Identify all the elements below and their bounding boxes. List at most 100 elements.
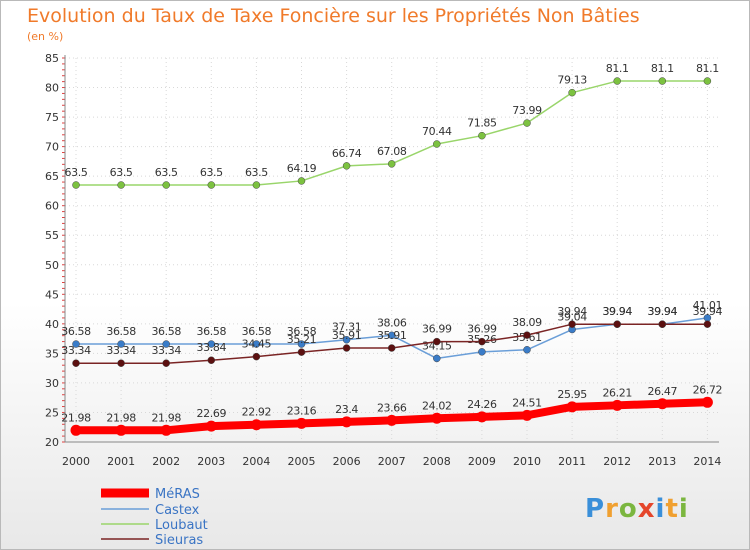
y-tick-label: 20: [45, 436, 59, 449]
data-point: [521, 409, 533, 421]
data-label: 33.34: [61, 344, 91, 357]
data-point: [523, 346, 531, 354]
data-point: [297, 177, 306, 185]
data-point: [117, 181, 125, 189]
data-label: 35.91: [377, 329, 407, 342]
data-label: 39.94: [693, 305, 723, 318]
data-label: 79.13: [557, 74, 587, 87]
data-label: 23.4: [335, 403, 358, 416]
legend-label: Sieuras: [155, 533, 203, 548]
y-tick-label: 30: [45, 377, 59, 390]
data-point: [252, 340, 261, 348]
data-point: [205, 420, 217, 432]
y-tick-label: 70: [45, 141, 59, 154]
data-point: [387, 344, 396, 352]
data-point: [523, 331, 531, 339]
data-point: [250, 419, 262, 431]
data-point: [72, 181, 80, 189]
data-label: 70.44: [422, 125, 452, 138]
data-point: [162, 340, 170, 348]
data-label: 81.1: [606, 62, 629, 75]
y-tick-label: 65: [45, 170, 59, 183]
data-point: [296, 417, 307, 429]
data-label: 36.99: [467, 323, 497, 336]
data-label: 63.5: [65, 166, 88, 179]
data-label: 36.58: [151, 325, 181, 338]
data-label: 34.45: [242, 338, 272, 351]
data-label: 24.26: [467, 398, 497, 411]
data-label: 41.01: [693, 299, 723, 312]
data-point: [252, 181, 261, 189]
data-label: 26.72: [693, 383, 723, 396]
x-tick-label: 2012: [603, 455, 631, 468]
x-tick-label: 2002: [152, 455, 180, 468]
data-point: [433, 337, 441, 346]
data-point: [656, 398, 668, 410]
data-label: 35.91: [332, 329, 362, 342]
data-label: 39.94: [602, 305, 632, 318]
data-point: [70, 424, 82, 436]
data-point: [117, 340, 125, 348]
data-point: [658, 77, 667, 85]
data-label: 63.5: [110, 166, 133, 179]
proxiti-logo: Proxiti: [585, 494, 689, 524]
data-label: 36.58: [242, 325, 272, 338]
data-label: 33.84: [197, 341, 227, 354]
data-point: [703, 77, 712, 85]
data-point: [117, 359, 125, 367]
y-tick-label: 50: [45, 259, 59, 272]
data-point: [611, 399, 623, 411]
data-label: 33.34: [106, 344, 136, 357]
y-tick-label: 75: [45, 111, 59, 124]
data-label: 26.47: [648, 385, 678, 398]
data-label: 33.34: [151, 344, 181, 357]
x-tick-label: 2014: [693, 455, 721, 468]
x-tick-label: 2004: [242, 455, 270, 468]
data-label: 25.95: [557, 388, 587, 401]
data-point: [207, 181, 216, 189]
data-point: [162, 359, 170, 367]
data-label: 36.58: [287, 325, 317, 338]
data-point: [478, 131, 486, 140]
x-tick-label: 2006: [333, 455, 361, 468]
data-label: 66.74: [332, 147, 362, 160]
data-point: [207, 356, 216, 364]
y-tick-label: 25: [45, 406, 59, 419]
data-label: 63.5: [245, 166, 268, 179]
data-label: 81.1: [696, 62, 719, 75]
data-label: 64.19: [287, 162, 317, 175]
data-label: 71.85: [467, 117, 497, 130]
data-point: [252, 352, 261, 361]
x-tick-label: 2007: [378, 455, 406, 468]
data-label: 39.94: [648, 305, 678, 318]
data-point: [523, 119, 531, 127]
data-point: [568, 88, 576, 97]
data-label: 36.58: [106, 325, 136, 338]
data-label: 39.94: [557, 305, 587, 318]
data-point: [160, 424, 172, 436]
chart-subtitle: (en %): [27, 30, 64, 43]
data-point: [72, 359, 80, 367]
data-point: [297, 348, 306, 356]
data-point: [341, 416, 353, 428]
x-tick-label: 2013: [648, 455, 676, 468]
data-label: 22.92: [242, 406, 272, 419]
x-tick-label: 2010: [513, 455, 541, 468]
x-tick-label: 2003: [197, 455, 225, 468]
data-label: 35.21: [287, 333, 317, 346]
data-label: 39.94: [602, 305, 632, 318]
data-label: 73.99: [512, 104, 542, 117]
data-label: 39.04: [557, 311, 587, 324]
data-point: [433, 140, 441, 148]
data-point: [568, 320, 576, 328]
data-label: 24.51: [512, 396, 542, 409]
data-point: [162, 181, 170, 189]
data-label: 67.08: [377, 145, 407, 158]
x-tick-label: 2000: [62, 455, 90, 468]
data-point: [342, 344, 351, 352]
data-point: [72, 340, 80, 348]
data-label: 39.94: [648, 305, 678, 318]
data-point: [387, 331, 396, 340]
legend-label: Loubaut: [155, 518, 208, 533]
